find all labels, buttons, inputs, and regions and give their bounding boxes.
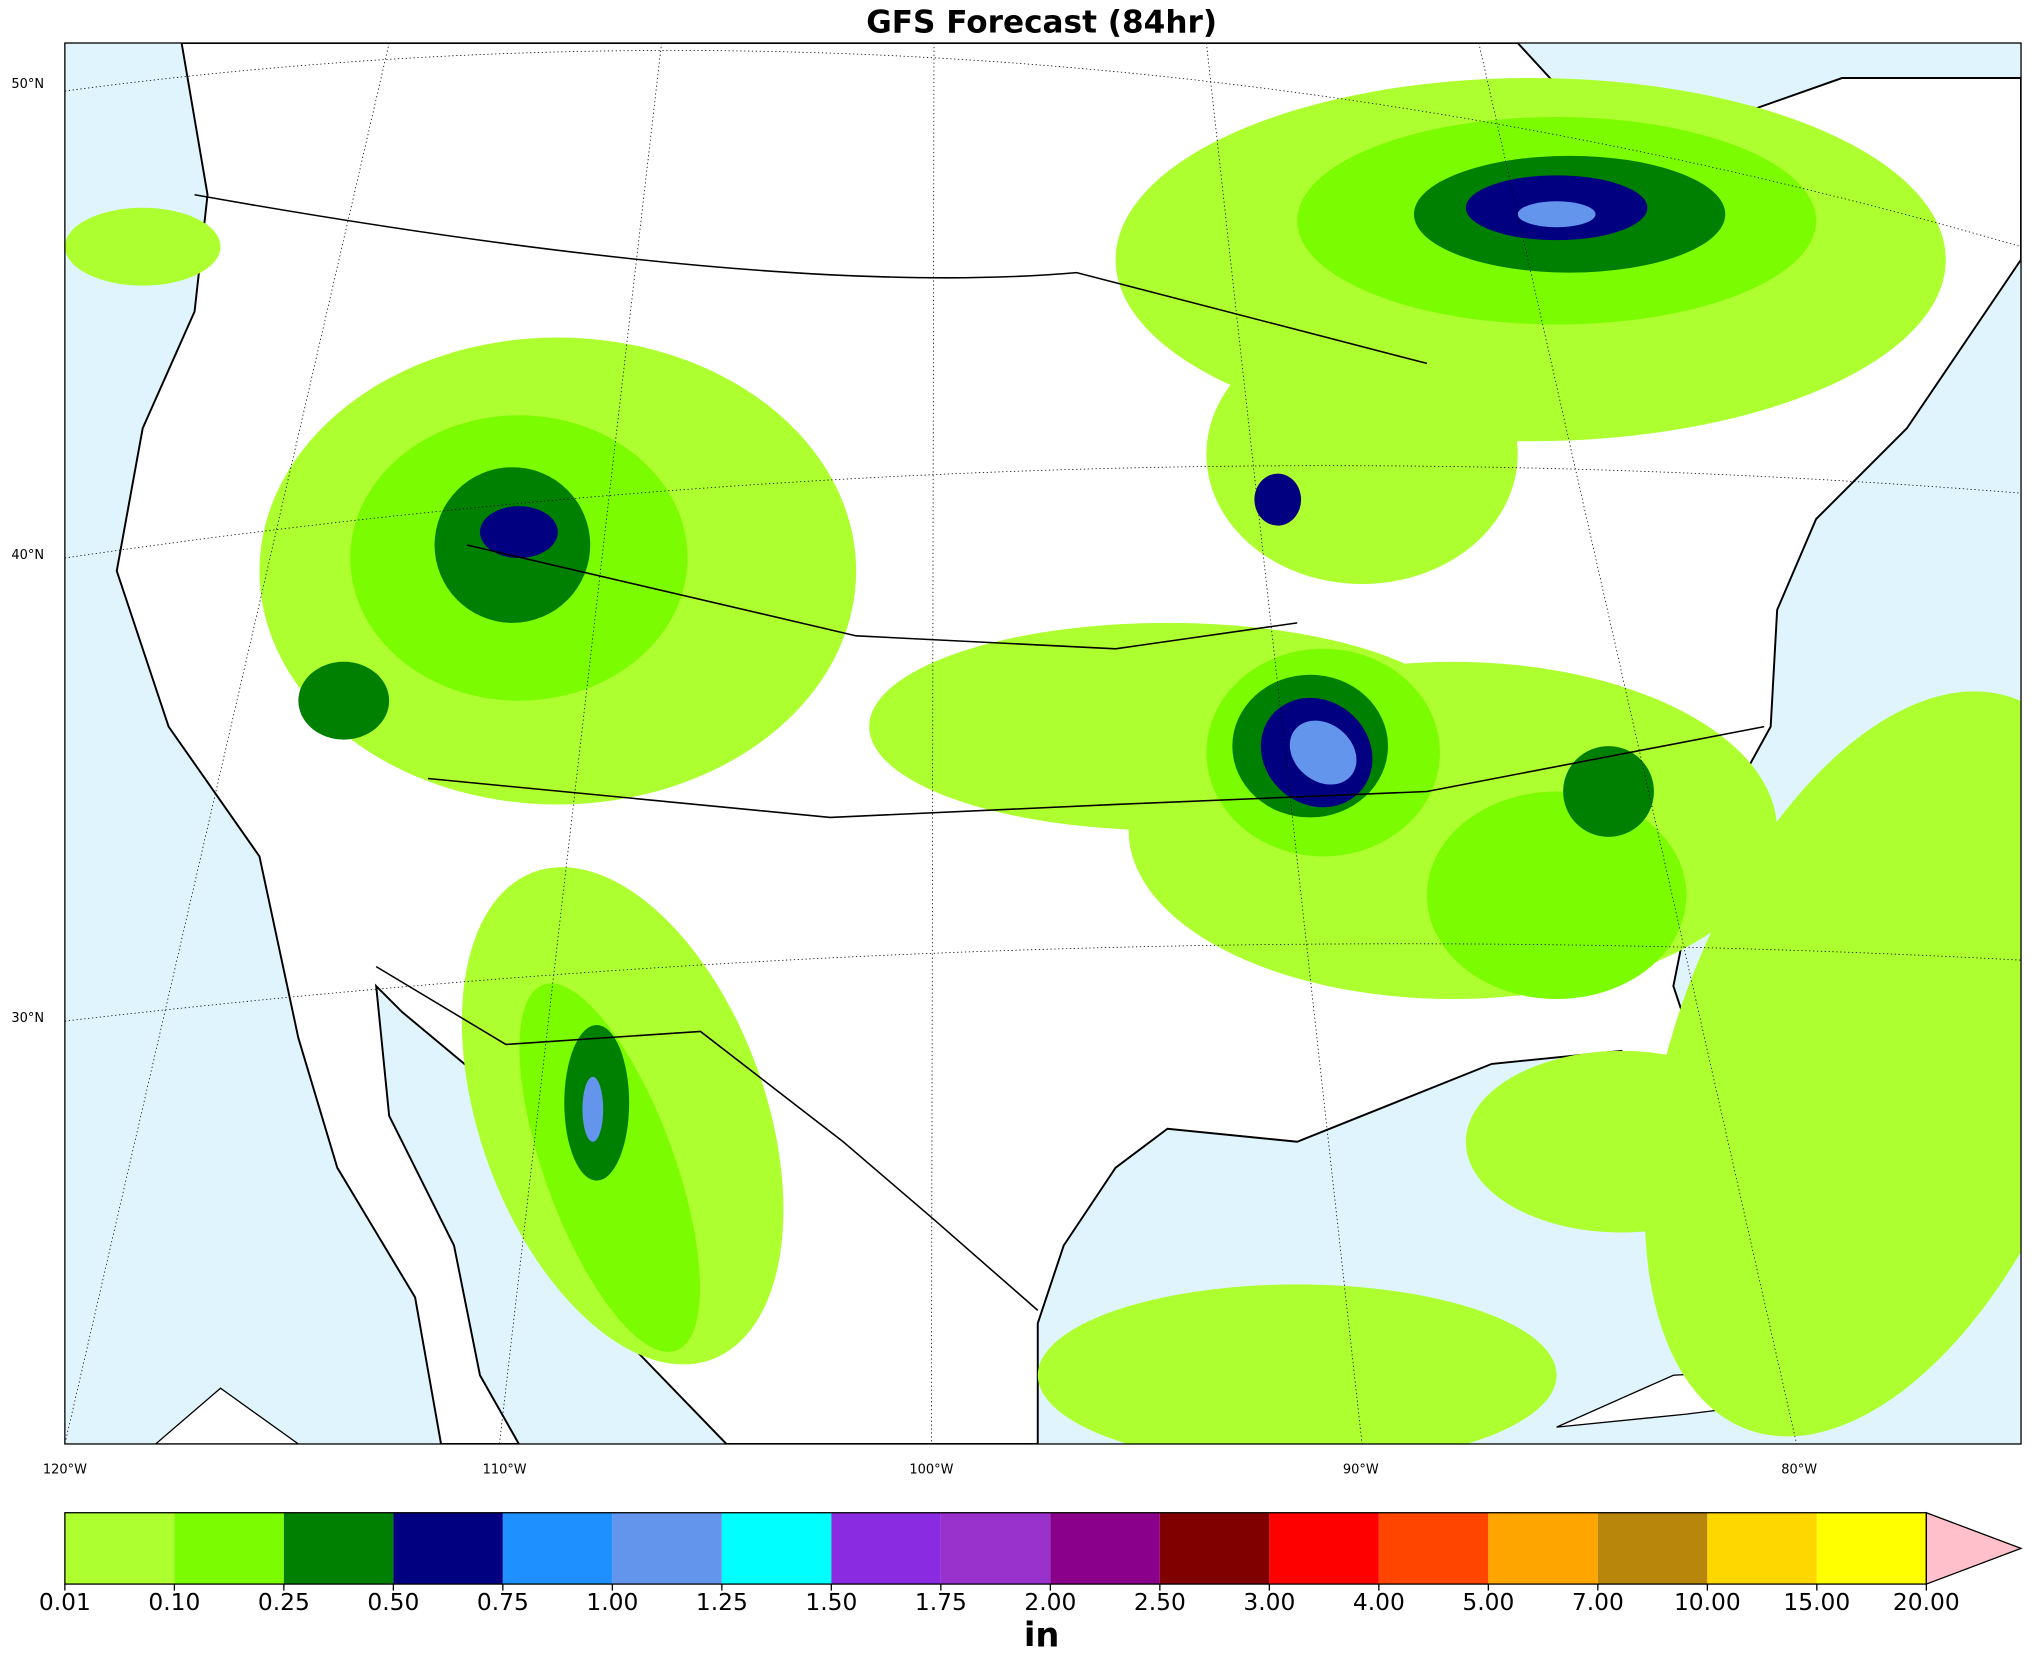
lon-label: 110°W — [483, 1462, 527, 1477]
lon-label: 80°W — [1781, 1462, 1817, 1477]
colorbar-segment — [831, 1512, 941, 1585]
precip-extreme — [582, 201, 1596, 1142]
lat-label: 50°N — [11, 77, 44, 92]
colorbar-segment — [1816, 1512, 1927, 1585]
colorbar-tick-label: 4.00 — [1353, 1588, 1405, 1616]
colorbar-segment — [283, 1512, 394, 1585]
colorbar-tick-label: 2.50 — [1134, 1588, 1186, 1616]
lon-label: 120°W — [43, 1462, 87, 1477]
colorbar-segment — [1050, 1512, 1160, 1585]
lat-label: 30°N — [11, 1011, 44, 1026]
map-frame — [64, 42, 2022, 1445]
colorbar-extend — [1925, 1511, 2023, 1586]
colorbar-segment — [721, 1512, 832, 1585]
colorbar-segment — [940, 1512, 1051, 1585]
colorbar-tick-label: 0.10 — [148, 1588, 200, 1616]
colorbar-tick-label: 15.00 — [1783, 1588, 1850, 1616]
graticule — [64, 43, 2022, 1444]
colorbar-segment — [502, 1512, 613, 1585]
colorbar-tick-label: 0.01 — [39, 1588, 91, 1616]
colorbar-segment — [393, 1512, 503, 1585]
colorbar-tick-label: 1.50 — [805, 1588, 857, 1616]
colorbar-segment — [1488, 1512, 1598, 1585]
lon-label: 90°W — [1343, 1462, 1379, 1477]
colorbar-tick-label: 0.75 — [477, 1588, 529, 1616]
map — [64, 43, 2022, 1444]
colorbar-tick-label: 10.00 — [1674, 1588, 1741, 1616]
lat-label: 40°N — [11, 548, 44, 563]
colorbar-segment — [1269, 1512, 1379, 1585]
lon-label: 100°W — [909, 1462, 953, 1477]
colorbar-tick-label: 0.50 — [367, 1588, 419, 1616]
colorbar-tick-label: 1.00 — [586, 1588, 638, 1616]
colorbar-tick-label: 3.00 — [1243, 1588, 1295, 1616]
colorbar-tick-label: 7.00 — [1572, 1588, 1624, 1616]
colorbar-tick-label: 0.25 — [258, 1588, 310, 1616]
lon-labels: 120°W 110°W 100°W 90°W 80°W — [43, 1462, 1817, 1477]
title: GFS Forecast (84hr) — [866, 5, 1217, 41]
lat-labels: 50°N 40°N 30°N — [11, 77, 44, 1026]
colorbar-segment — [174, 1512, 284, 1585]
borders — [194, 194, 1765, 1311]
land — [154, 1387, 300, 1444]
colorbar-segment — [1378, 1512, 1489, 1585]
colorbar-segment — [612, 1512, 722, 1585]
colorbar-tick-label: 1.75 — [915, 1588, 967, 1616]
colorbar-tick-label: 20.00 — [1893, 1588, 1960, 1616]
colorbar-segment — [64, 1512, 175, 1585]
colorbar-tick-label: 2.00 — [1024, 1588, 1076, 1616]
colorbar-segment — [1159, 1512, 1270, 1585]
colorbar-label: in — [1024, 1616, 1060, 1655]
colorbar-segment — [1707, 1512, 1817, 1585]
colorbar-frame — [64, 1512, 1927, 1585]
colorbar-segment — [1597, 1512, 1708, 1585]
colorbar-tick-label: 5.00 — [1462, 1588, 1514, 1616]
colorbar: 0.01 0.10 0.25 0.50 0.75 1.00 1.25 1.50 1.75 2.00… — [39, 1511, 2023, 1616]
colorbar-tick-label: 1.25 — [696, 1588, 748, 1616]
